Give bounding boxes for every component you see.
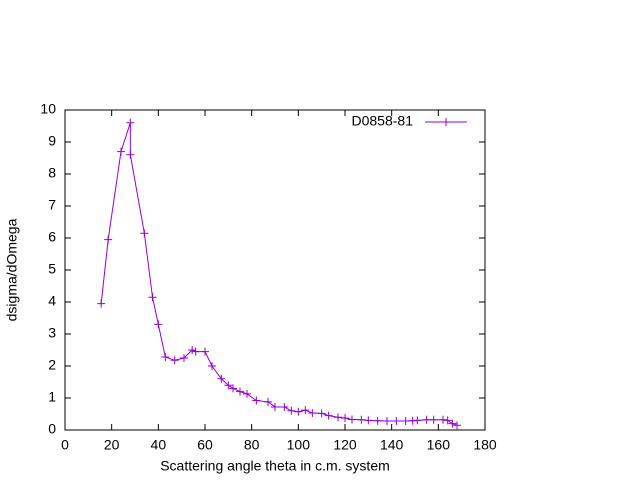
data-point bbox=[364, 416, 373, 425]
data-point bbox=[341, 414, 349, 423]
x-tick-label: 160 bbox=[427, 437, 451, 453]
y-axis-label: dsigma/dOmega bbox=[4, 218, 20, 321]
x-tick-label: 40 bbox=[151, 437, 167, 453]
x-tick-label: 0 bbox=[61, 437, 69, 453]
data-point bbox=[287, 406, 296, 415]
x-tick-label: 60 bbox=[197, 437, 213, 453]
data-point bbox=[373, 416, 382, 425]
data-point bbox=[453, 421, 461, 430]
data-point bbox=[301, 406, 310, 415]
data-point bbox=[264, 397, 272, 406]
data-point bbox=[140, 229, 149, 238]
y-tick-label: 2 bbox=[48, 357, 56, 373]
data-point bbox=[271, 402, 279, 411]
data-point bbox=[443, 416, 452, 425]
x-tick-label: 180 bbox=[473, 437, 497, 453]
data-point bbox=[201, 347, 209, 356]
legend-marker bbox=[442, 118, 450, 126]
x-axis-label: Scattering angle theta in c.m. system bbox=[160, 458, 390, 474]
x-tick-label: 140 bbox=[380, 437, 404, 453]
x-tick-label: 100 bbox=[287, 437, 311, 453]
x-tick-label: 20 bbox=[104, 437, 120, 453]
data-point bbox=[126, 150, 135, 159]
data-point bbox=[294, 407, 303, 416]
data-point bbox=[401, 417, 410, 426]
x-tick-label: 80 bbox=[244, 437, 260, 453]
data-point bbox=[439, 415, 447, 424]
data-point bbox=[334, 413, 342, 422]
data-point bbox=[217, 374, 226, 383]
data-point bbox=[357, 415, 366, 424]
data-point bbox=[104, 235, 113, 244]
data-point bbox=[422, 415, 431, 424]
data-point bbox=[180, 354, 188, 362]
y-tick-label: 8 bbox=[48, 165, 56, 181]
data-point bbox=[413, 416, 422, 425]
data-point bbox=[148, 293, 157, 302]
data-point bbox=[324, 411, 333, 420]
y-tick-label: 3 bbox=[48, 325, 56, 341]
data-point bbox=[280, 402, 289, 411]
data-point bbox=[126, 118, 135, 127]
y-tick-label: 6 bbox=[48, 229, 56, 245]
data-point bbox=[317, 409, 326, 418]
y-tick-label: 10 bbox=[40, 101, 56, 117]
data-point bbox=[429, 415, 438, 424]
data-point bbox=[448, 419, 457, 428]
y-tick-label: 9 bbox=[48, 133, 56, 149]
data-point bbox=[208, 362, 216, 370]
data-line bbox=[100, 122, 458, 426]
data-point bbox=[383, 417, 391, 426]
data-point bbox=[252, 396, 261, 405]
data-point bbox=[308, 409, 317, 418]
y-tick-label: 7 bbox=[48, 197, 56, 213]
data-point bbox=[229, 384, 237, 393]
data-point bbox=[161, 353, 170, 362]
data-point bbox=[191, 347, 200, 356]
data-point bbox=[117, 147, 125, 156]
plot-border bbox=[64, 109, 486, 431]
data-point bbox=[224, 381, 233, 390]
data-point bbox=[154, 320, 163, 329]
legend-label: D0858-81 bbox=[352, 113, 414, 129]
data-point bbox=[243, 389, 251, 398]
y-tick-label: 5 bbox=[48, 261, 56, 277]
data-point bbox=[170, 356, 179, 365]
y-tick-label: 4 bbox=[48, 293, 56, 309]
data-point bbox=[348, 415, 356, 424]
data-point bbox=[392, 417, 401, 426]
data-point bbox=[188, 346, 197, 354]
data-point bbox=[97, 299, 106, 308]
x-tick-label: 120 bbox=[333, 437, 357, 453]
y-tick-label: 0 bbox=[48, 421, 56, 437]
y-tick-label: 1 bbox=[48, 389, 56, 405]
data-point bbox=[236, 387, 244, 396]
